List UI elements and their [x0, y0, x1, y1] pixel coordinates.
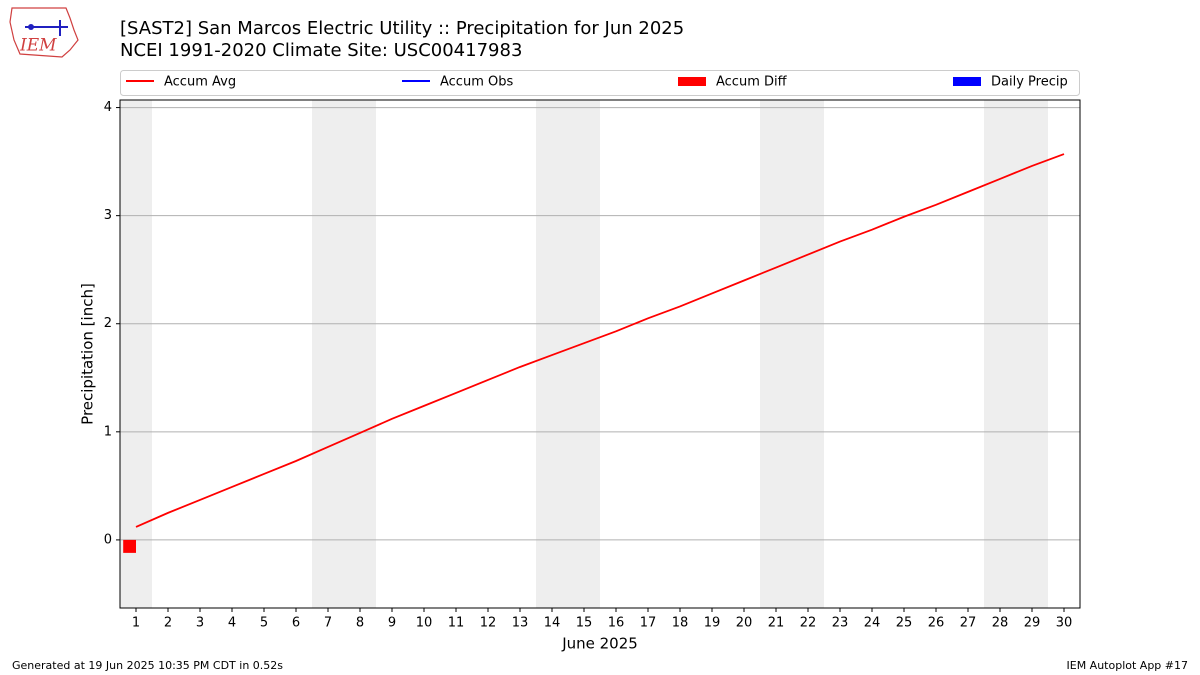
x-tick-label: 30 — [1056, 616, 1073, 631]
x-tick-label: 22 — [800, 616, 817, 631]
weekend-shade — [120, 100, 152, 608]
x-tick-label: 4 — [228, 616, 236, 631]
x-tick-label: 16 — [608, 616, 625, 631]
x-tick-label: 5 — [260, 616, 268, 631]
weekend-shade — [792, 100, 824, 608]
x-tick-label: 21 — [768, 616, 785, 631]
weekend-shade — [536, 100, 568, 608]
weekend-shade — [1016, 100, 1048, 608]
chart-title: [SAST2] San Marcos Electric Utility :: P… — [120, 18, 684, 39]
x-tick-label: 15 — [576, 616, 593, 631]
logo-text: IEM — [19, 36, 57, 56]
legend-label: Accum Diff — [716, 75, 788, 90]
y-axis-label: Precipitation [inch] — [79, 283, 97, 425]
legend-label: Accum Obs — [440, 75, 513, 90]
x-tick-label: 25 — [896, 616, 913, 631]
series-line — [135, 153, 1065, 528]
chart-subtitle: NCEI 1991-2020 Climate Site: USC00417983 — [120, 40, 522, 61]
logo-outline — [9, 7, 79, 58]
x-tick-label: 6 — [292, 616, 300, 631]
y-tick-label: 1 — [104, 424, 112, 439]
legend-swatch — [953, 77, 981, 86]
logo: IEM — [9, 7, 79, 58]
x-tick-label: 18 — [672, 616, 689, 631]
plot-frame — [119, 99, 1081, 609]
legend-box — [120, 70, 1080, 96]
x-tick-label: 2 — [164, 616, 172, 631]
x-tick-label: 12 — [480, 616, 497, 631]
footer-right: IEM Autoplot App #17 — [1067, 659, 1189, 672]
x-tick-label: 7 — [324, 616, 332, 631]
y-tick-label: 4 — [104, 100, 112, 115]
weekend-shade — [760, 100, 792, 608]
x-tick-label: 23 — [832, 616, 849, 631]
x-tick-label: 20 — [736, 616, 753, 631]
weekend-shade — [344, 100, 376, 608]
x-tick-label: 17 — [640, 616, 657, 631]
weekend-shade — [984, 100, 1016, 608]
x-tick-label: 19 — [704, 616, 721, 631]
weekend-shade — [568, 100, 600, 608]
y-tick-label: 2 — [104, 316, 112, 331]
x-tick-label: 13 — [512, 616, 529, 631]
x-tick-label: 1 — [132, 616, 140, 631]
x-tick-label: 26 — [928, 616, 945, 631]
bar — [123, 539, 136, 553]
x-tick-label: 9 — [388, 616, 396, 631]
x-tick-label: 8 — [356, 616, 364, 631]
legend-label: Daily Precip — [991, 75, 1068, 90]
legend-swatch — [678, 77, 706, 86]
x-axis-label: June 2025 — [561, 635, 638, 653]
y-tick-label: 3 — [104, 208, 112, 223]
x-tick-label: 29 — [1024, 616, 1041, 631]
weekend-shade — [312, 100, 344, 608]
logo-dot — [28, 24, 34, 30]
x-tick-label: 24 — [864, 616, 881, 631]
x-tick-label: 11 — [448, 616, 465, 631]
x-tick-label: 28 — [992, 616, 1009, 631]
x-tick-label: 14 — [544, 616, 561, 631]
x-tick-label: 27 — [960, 616, 977, 631]
footer-left: Generated at 19 Jun 2025 10:35 PM CDT in… — [12, 659, 283, 672]
y-tick-label: 0 — [104, 532, 112, 547]
x-tick-label: 10 — [416, 616, 433, 631]
legend-label: Accum Avg — [164, 75, 236, 90]
x-tick-label: 3 — [196, 616, 204, 631]
